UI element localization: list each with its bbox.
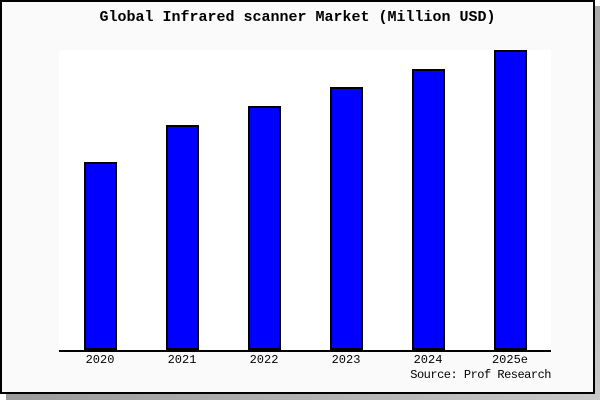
chart-title: Global Infrared scanner Market (Million …: [99, 9, 496, 26]
bar-slot-2025e: [469, 50, 551, 350]
x-tick-label-2023: 2023: [331, 353, 361, 367]
bars-container: [59, 50, 551, 350]
bar-slot-2020: [59, 50, 141, 350]
chart-panel: Global Infrared scanner Market (Million …: [0, 0, 595, 394]
bar-2023: [329, 86, 363, 350]
bar-slot-2022: [223, 50, 305, 350]
x-tick-label-2021: 2021: [167, 353, 197, 367]
source-note: Source: Prof Research: [410, 368, 551, 382]
x-tick-label-2024: 2024: [413, 353, 443, 367]
x-tick-label-2020: 2020: [85, 353, 115, 367]
x-tick-label-2025e: 2025e: [491, 353, 528, 367]
bar-2024: [411, 68, 445, 350]
bar-slot-2021: [141, 50, 223, 350]
bar-slot-2024: [387, 50, 469, 350]
x-tick-label-2022: 2022: [249, 353, 279, 367]
plot-area: [59, 50, 551, 352]
bar-slot-2023: [305, 50, 387, 350]
bar-2021: [165, 125, 199, 350]
bar-2020: [83, 161, 117, 350]
bar-2025e: [493, 50, 527, 350]
x-axis-tick-labels: 2020 2021 2022 2023 2024 2025e: [59, 354, 551, 367]
bar-2022: [247, 106, 281, 350]
